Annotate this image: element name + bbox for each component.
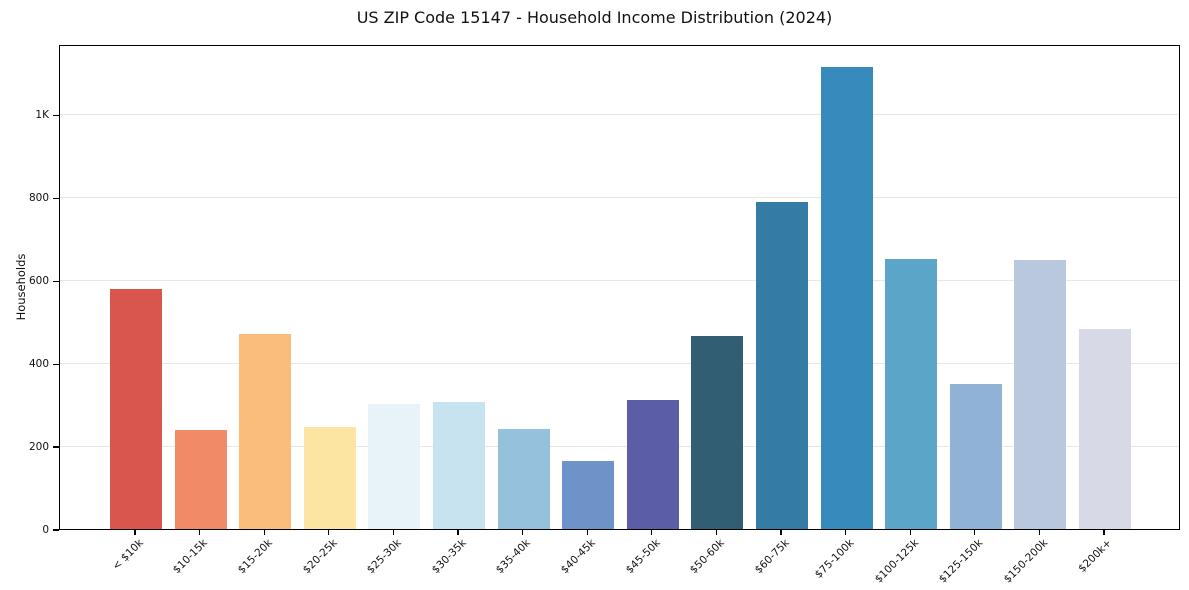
bar-$15-20k: [239, 334, 292, 529]
x-tick: [651, 530, 653, 535]
x-tick: [715, 530, 718, 535]
y-tick: [53, 529, 59, 531]
y-tick: [53, 197, 59, 200]
x-tick-label: $50-60k: [687, 537, 727, 577]
x-tick: [586, 530, 588, 535]
x-tick-label: $35-40k: [494, 537, 534, 577]
bar-$35-40k: [497, 428, 550, 529]
x-tick: [1038, 530, 1041, 535]
bar-$75-100k: [820, 66, 873, 529]
y-tick: [53, 446, 59, 448]
x-tick-label: $75-100k: [812, 537, 857, 581]
y-tick: [53, 280, 59, 282]
y-tick-label: 400: [28, 358, 49, 371]
y-tick-label: 800: [28, 192, 49, 205]
x-tick: [780, 530, 782, 535]
bar-< $10k: [110, 289, 162, 529]
y-tick: [53, 114, 59, 117]
y-tick-label: 200: [28, 441, 49, 454]
bar-$150-200k: [1014, 259, 1067, 529]
x-tick: [263, 530, 265, 535]
x-tick: [392, 530, 395, 535]
x-tick-label: $100-125k: [872, 537, 921, 586]
bar-$45-50k: [626, 399, 679, 529]
x-tick-label: $15-20k: [235, 537, 275, 577]
x-tick: [198, 530, 201, 535]
x-tick-label: $200k+: [1076, 537, 1115, 575]
x-tick-label: $25-30k: [364, 537, 404, 577]
x-tick: [974, 530, 976, 535]
y-tick-label: 600: [28, 275, 49, 288]
bar-$200k+: [1079, 329, 1131, 529]
bar-$30-35k: [433, 402, 485, 529]
y-tick-label: 1K: [35, 109, 49, 122]
bar-$60-75k: [756, 201, 808, 529]
x-tick: [909, 530, 911, 535]
x-tick: [457, 530, 459, 535]
x-tick-label: $60-75k: [752, 537, 792, 577]
bar-$40-45k: [562, 461, 615, 529]
x-tick-label: $45-50k: [623, 537, 663, 577]
x-tick-label: $30-35k: [429, 537, 469, 577]
gridline-200: [60, 446, 1179, 448]
x-tick-label: $150-200k: [1001, 537, 1050, 586]
bar-$25-30k: [368, 404, 421, 529]
gridline-1K: [60, 114, 1179, 116]
gridline-800: [60, 197, 1179, 199]
x-tick: [134, 530, 136, 535]
plot-area: [59, 45, 1180, 530]
y-tick: [53, 363, 59, 365]
gridline-600: [60, 280, 1179, 282]
bar-$20-25k: [303, 426, 356, 529]
x-tick: [328, 530, 330, 535]
x-tick-label: $20-25k: [300, 537, 340, 577]
bar-$125-150k: [949, 383, 1002, 529]
x-tick-label: < $10k: [109, 537, 146, 573]
bar-$10-15k: [174, 430, 227, 529]
x-tick: [1103, 530, 1105, 535]
gridline-400: [60, 363, 1179, 365]
chart-title: US ZIP Code 15147 - Household Income Dis…: [356, 8, 833, 27]
bar-$100-125k: [885, 258, 938, 529]
x-tick-label: $125-150k: [936, 537, 986, 586]
x-tick-label: $40-45k: [558, 537, 598, 577]
y-tick-label: 0: [42, 524, 49, 536]
x-tick-label: $10-15k: [171, 537, 211, 577]
x-tick: [844, 530, 847, 535]
x-tick: [521, 530, 524, 535]
bar-$50-60k: [691, 336, 744, 529]
